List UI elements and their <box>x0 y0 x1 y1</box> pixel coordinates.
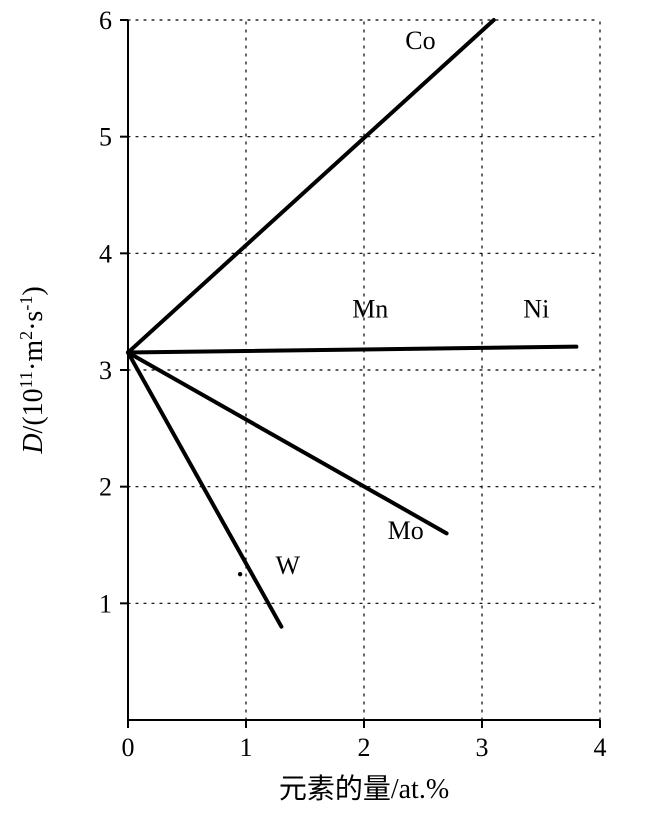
artifact-dot <box>238 572 242 576</box>
y-axis-label: D/(1011·m2·s-1) <box>16 286 49 454</box>
ytick-label: 1 <box>99 589 112 618</box>
series-label-mo: Mo <box>388 516 424 545</box>
diffusion-chart: 0 1 2 3 4 1 2 3 4 5 6 Co Ni Mn Mo W 元素的量/at.% D/(1011·m2·… <box>0 0 647 822</box>
series-label-mn: Mn <box>352 295 388 324</box>
xtick-label: 3 <box>476 733 489 762</box>
series-label-ni: Ni <box>523 295 549 324</box>
xtick-label: 4 <box>594 733 607 762</box>
ytick-label: 4 <box>99 239 112 268</box>
ytick-label: 6 <box>99 6 112 35</box>
chart-svg: 0 1 2 3 4 1 2 3 4 5 6 Co Ni Mn Mo W 元素的量/at.% D/(1011·m2·… <box>0 0 647 822</box>
ytick-label: 2 <box>99 473 112 502</box>
x-axis-label: 元素的量/at.% <box>279 773 449 805</box>
series-label-w: W <box>276 551 301 580</box>
xtick-label: 1 <box>240 733 253 762</box>
ytick-label: 3 <box>99 356 112 385</box>
xtick-label: 0 <box>122 733 135 762</box>
xtick-label: 2 <box>358 733 371 762</box>
series-label-co: Co <box>405 26 435 55</box>
ytick-label: 5 <box>99 123 112 152</box>
